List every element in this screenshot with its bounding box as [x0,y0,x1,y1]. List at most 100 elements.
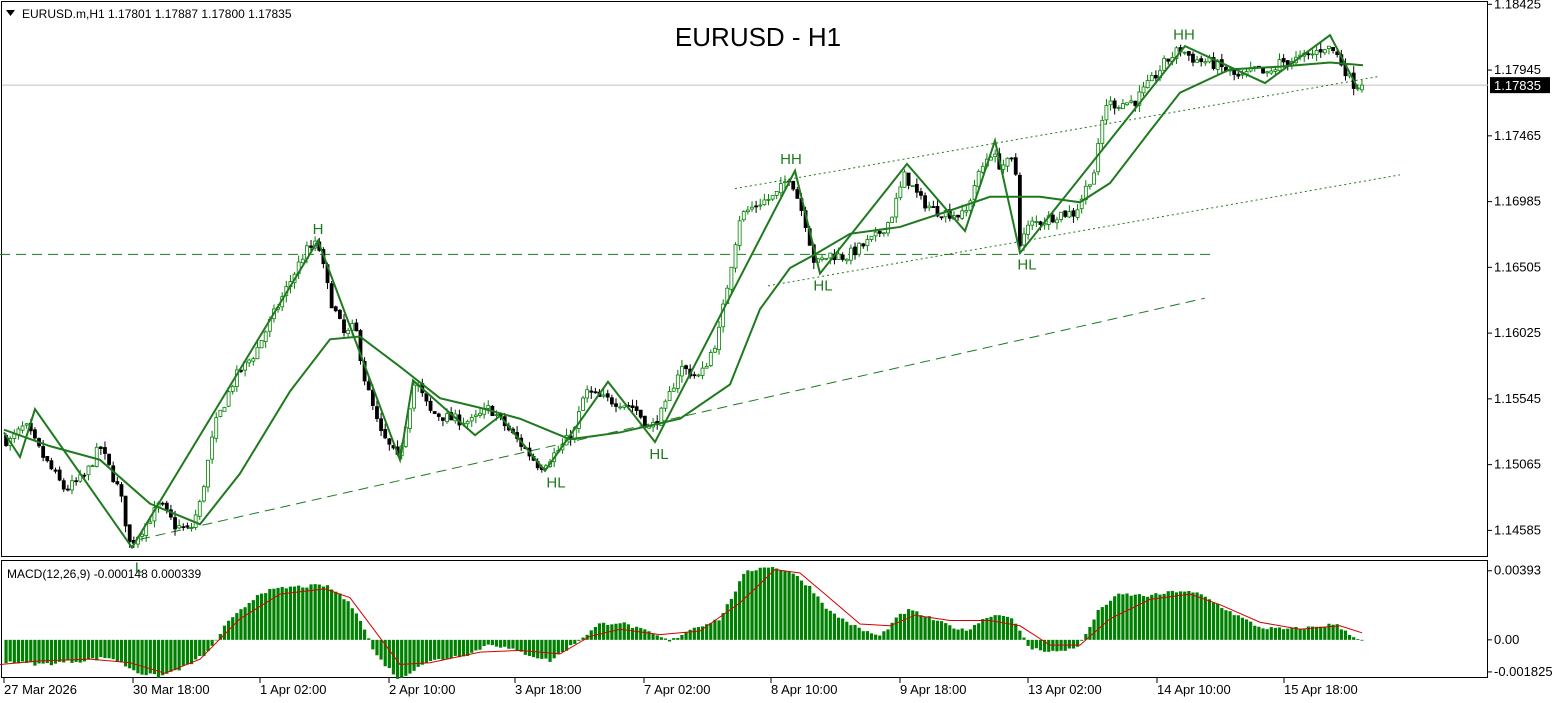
macd-bar [499,639,503,648]
macd-bar [993,615,997,640]
candle-body [766,198,771,201]
macd-bar [1199,594,1203,640]
candle-body [1112,100,1117,109]
time-tick-label: 2 Apr 10:00 [389,682,456,697]
macd-bar [309,584,313,640]
macd-bar [1141,595,1146,640]
macd-bar [140,639,144,675]
macd-bar [111,639,115,660]
candle-body [774,191,779,196]
macd-bar [948,625,952,640]
candle-body [783,181,787,184]
macd-bar [853,624,857,640]
candle-body [585,389,590,399]
macd-bar [939,621,944,640]
macd-bar [779,570,783,640]
macd-bar [346,601,350,640]
macd-bar [317,584,321,640]
macd-bar [210,639,214,646]
macd-bar [593,626,597,640]
candle-body [1322,49,1327,54]
macd-bar [301,587,305,640]
candle-body [494,414,499,417]
macd-bar [836,617,841,640]
macd-bar [602,622,606,640]
candle-body [45,456,50,462]
time-axis[interactable]: 27 Mar 2026 30 Mar 18:00 1 Apr 02:00 2 Apr … [3,678,1358,697]
macd-bar [144,639,148,676]
macd-bar [20,639,25,662]
candle-body [486,405,491,409]
candle-body [201,486,206,502]
macd-bar [1306,626,1310,640]
macd-bar [981,619,985,640]
macd-bar [70,639,74,663]
macd-bar [758,567,762,640]
macd-bar [1154,593,1158,640]
candle-body [638,409,643,418]
macd-bar [272,588,276,640]
macd-bar [66,639,70,661]
candle-body [181,526,186,529]
candle-body [70,480,74,491]
candle-body [778,183,783,194]
macd-indicator-label: MACD(12,26,9) -0.000148 0.000339 [7,567,201,581]
macd-bar [531,639,536,658]
macd-bar [581,637,585,640]
macd-bar [103,639,107,659]
macd-bar [255,595,260,640]
candle-body [1310,53,1315,56]
candle-body [857,242,862,255]
macd-bar [1240,617,1245,640]
candle-body [869,235,874,240]
chart-title: EURUSD - H1 [675,22,841,52]
macd-bar [86,639,91,660]
macd-bar [148,639,152,674]
candle-body [894,197,899,218]
macd-bar [1038,639,1043,651]
candle-body [177,525,182,529]
candle-body [1166,58,1171,62]
macd-bar [132,639,136,671]
macd-bar [816,596,820,640]
macd-bar [738,581,742,640]
candle-body [206,459,210,488]
macd-bar [766,567,771,640]
price-axis[interactable]: 1.18425 1.17945 1.17465 1.16985 1.16505 1.160… [1488,0,1541,537]
macd-bar [680,634,684,640]
triangle-down-icon[interactable] [6,10,15,16]
macd-bar [470,639,474,653]
macd-bar [115,639,119,662]
candle-body [1186,51,1191,56]
macd-bar [1075,639,1080,647]
price-tick-label: 1.16025 [1494,325,1541,340]
macd-bar [1092,619,1096,640]
time-tick-label: 27 Mar 2026 [4,682,77,697]
candle-body [754,205,759,208]
candle-body [721,303,726,328]
candle-body [1203,61,1208,64]
candle-body [333,306,338,312]
macd-bar [511,639,515,649]
macd-bar [1269,627,1273,640]
candle-body [90,465,95,468]
candle-body [255,346,260,360]
macd-bar [25,639,29,663]
macd-bar [251,600,255,640]
macd-bar [1273,627,1277,640]
macd-bar [169,639,173,672]
candle-body [1153,75,1158,79]
candle-body [1269,70,1274,74]
price-tick-label: 1.18425 [1494,0,1541,11]
macd-bar [1253,625,1257,640]
macd-bar [894,617,898,640]
macd-bar [404,639,408,676]
candle-body [441,417,445,421]
macd-bar [350,608,354,640]
macd-bar [923,616,927,640]
candle-body [659,407,664,427]
macd-bar [1001,615,1005,640]
macd-bar [276,587,280,640]
macd-bar [1286,628,1290,640]
